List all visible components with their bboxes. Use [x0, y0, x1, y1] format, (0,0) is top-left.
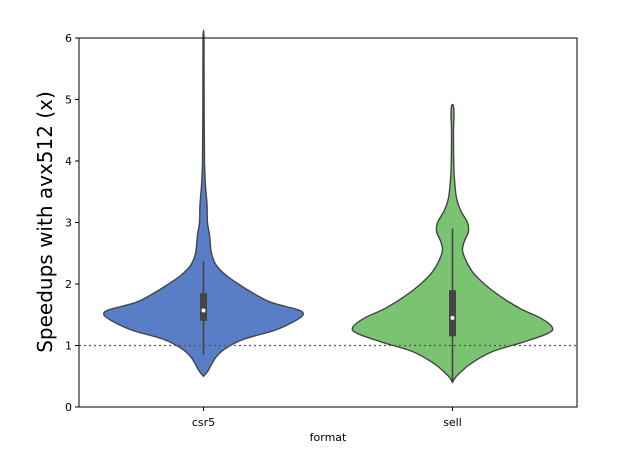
plot-frame: [78, 37, 578, 408]
violins-layer: [103, 29, 554, 384]
y-tick-label: 2: [65, 278, 72, 291]
y-tick-label: 5: [65, 94, 72, 107]
y-tick-label: 3: [65, 217, 72, 230]
iqr-box-csr5: [200, 293, 207, 321]
median-point-csr5: [201, 308, 206, 313]
y-tick-label: 4: [65, 155, 72, 168]
iqr-box-sell: [449, 290, 456, 337]
violin-csr5: [103, 29, 304, 378]
x-axis-label: format: [310, 431, 347, 444]
x-tick-label-csr5: csr5: [192, 416, 215, 429]
x-axis-ticks: csr5 sell: [192, 407, 462, 429]
y-tick-label: 1: [65, 340, 72, 353]
median-point-sell: [450, 315, 455, 320]
y-axis-label: Speedups with avx512 (x): [33, 91, 57, 353]
x-tick-label-sell: sell: [443, 416, 462, 429]
y-axis-ticks: 0 1 2 3 4 5 6: [65, 32, 79, 414]
y-tick-label: 6: [65, 32, 72, 45]
y-tick-label: 0: [65, 401, 72, 414]
